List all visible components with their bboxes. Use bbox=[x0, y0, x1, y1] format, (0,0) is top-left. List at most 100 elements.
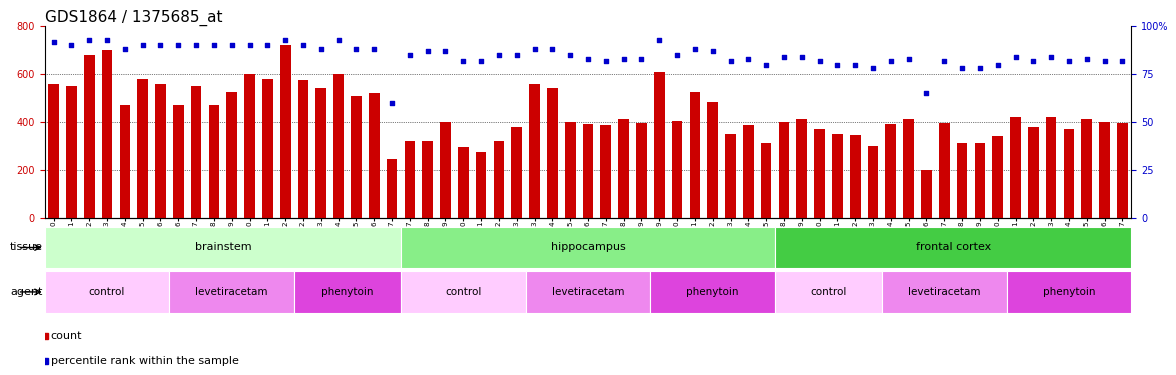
Point bbox=[686, 46, 704, 52]
Bar bbox=[138, 79, 148, 218]
Bar bbox=[1045, 117, 1056, 218]
Point bbox=[703, 48, 722, 54]
Bar bbox=[814, 129, 824, 218]
Bar bbox=[262, 79, 273, 218]
Point bbox=[721, 58, 740, 64]
Bar bbox=[387, 159, 397, 218]
Bar bbox=[352, 96, 362, 218]
Bar bbox=[45, 227, 401, 268]
Bar bbox=[1028, 127, 1038, 218]
Bar bbox=[45, 271, 169, 313]
Bar bbox=[761, 143, 771, 218]
Text: control: control bbox=[446, 287, 481, 297]
Bar bbox=[401, 271, 526, 313]
Point bbox=[810, 58, 829, 64]
Text: frontal cortex: frontal cortex bbox=[916, 243, 991, 252]
Bar bbox=[654, 72, 664, 217]
Bar bbox=[1100, 122, 1110, 218]
Point bbox=[489, 52, 508, 58]
Point bbox=[650, 37, 669, 43]
Text: tissue: tissue bbox=[9, 243, 42, 252]
Point bbox=[347, 46, 366, 52]
Point bbox=[846, 62, 864, 68]
Point bbox=[205, 42, 223, 48]
Bar bbox=[294, 271, 401, 313]
Bar bbox=[191, 86, 201, 218]
Text: control: control bbox=[89, 287, 125, 297]
Bar bbox=[707, 102, 719, 217]
Point bbox=[258, 42, 276, 48]
Point bbox=[988, 62, 1007, 68]
Point bbox=[275, 37, 294, 43]
Text: levetiracetam: levetiracetam bbox=[552, 287, 624, 297]
Point bbox=[454, 58, 473, 64]
Bar bbox=[903, 120, 914, 218]
Text: hippocampus: hippocampus bbox=[550, 243, 626, 252]
Bar bbox=[512, 127, 522, 218]
Bar bbox=[993, 136, 1003, 218]
Point bbox=[98, 37, 116, 43]
Bar bbox=[280, 45, 290, 218]
Bar bbox=[547, 88, 557, 218]
Bar bbox=[1010, 117, 1021, 218]
Bar bbox=[1117, 123, 1128, 218]
Text: phenytoin: phenytoin bbox=[687, 287, 739, 297]
Point bbox=[526, 46, 544, 52]
Bar bbox=[169, 271, 294, 313]
Bar bbox=[1063, 129, 1075, 218]
Text: levetiracetam: levetiracetam bbox=[195, 287, 268, 297]
Point bbox=[436, 48, 455, 54]
Bar bbox=[526, 271, 650, 313]
Point bbox=[543, 46, 562, 52]
Bar bbox=[120, 105, 131, 218]
Text: percentile rank within the sample: percentile rank within the sample bbox=[51, 356, 239, 366]
Bar bbox=[868, 146, 878, 218]
Bar bbox=[48, 84, 59, 218]
Bar bbox=[1082, 120, 1093, 218]
Point bbox=[596, 58, 615, 64]
Bar bbox=[726, 134, 736, 218]
Bar bbox=[850, 135, 861, 218]
Point bbox=[756, 62, 775, 68]
Bar bbox=[886, 124, 896, 218]
Bar bbox=[601, 126, 612, 218]
Point bbox=[614, 56, 633, 62]
Point bbox=[472, 58, 490, 64]
Bar bbox=[779, 122, 789, 218]
Point bbox=[1042, 54, 1061, 60]
Text: brainstem: brainstem bbox=[194, 243, 252, 252]
Point bbox=[953, 65, 971, 71]
Text: count: count bbox=[51, 331, 82, 341]
Bar bbox=[796, 120, 807, 218]
Point bbox=[115, 46, 134, 52]
Bar bbox=[422, 141, 433, 218]
Bar bbox=[921, 170, 931, 217]
Bar bbox=[227, 92, 238, 218]
Point bbox=[793, 54, 811, 60]
Bar bbox=[401, 227, 775, 268]
Bar bbox=[173, 105, 183, 218]
Point bbox=[133, 42, 152, 48]
Point bbox=[151, 42, 169, 48]
Bar bbox=[650, 271, 775, 313]
Point bbox=[507, 52, 526, 58]
Bar bbox=[775, 227, 1131, 268]
Point bbox=[668, 52, 687, 58]
Bar bbox=[671, 121, 682, 218]
Point bbox=[739, 56, 757, 62]
Text: GDS1864 / 1375685_at: GDS1864 / 1375685_at bbox=[45, 10, 222, 26]
Point bbox=[935, 58, 954, 64]
Point bbox=[1060, 58, 1078, 64]
Point bbox=[401, 52, 420, 58]
Bar bbox=[405, 141, 415, 218]
Bar bbox=[957, 143, 968, 218]
Text: phenytoin: phenytoin bbox=[1043, 287, 1095, 297]
Point bbox=[45, 39, 64, 45]
Bar bbox=[66, 86, 76, 218]
Text: levetiracetam: levetiracetam bbox=[908, 287, 981, 297]
Point bbox=[828, 62, 847, 68]
Bar bbox=[245, 74, 255, 217]
Bar bbox=[494, 141, 505, 218]
Bar bbox=[975, 143, 985, 218]
Point bbox=[775, 54, 794, 60]
